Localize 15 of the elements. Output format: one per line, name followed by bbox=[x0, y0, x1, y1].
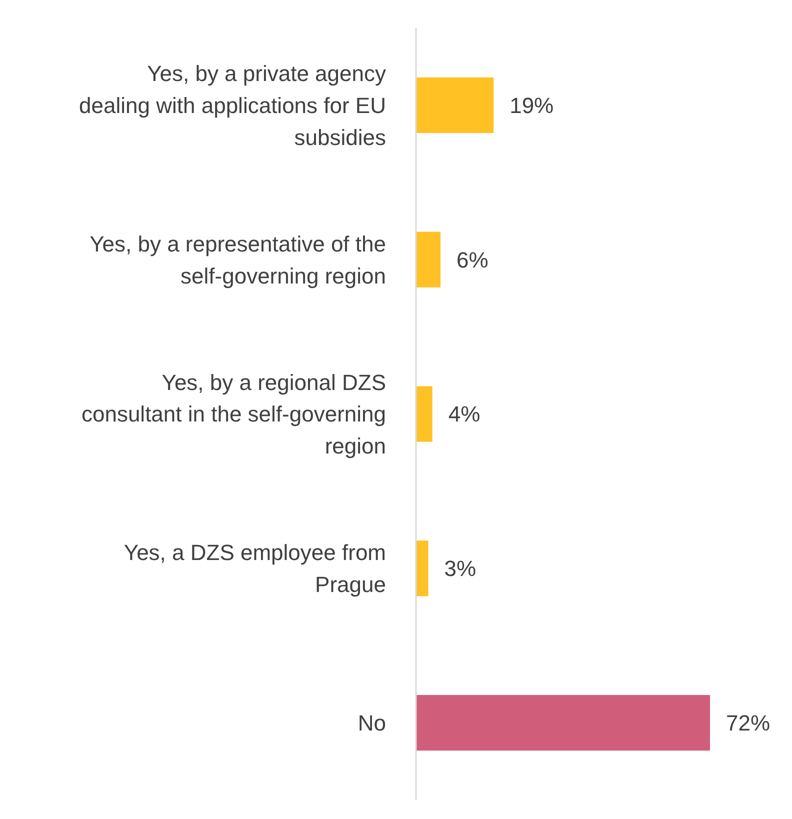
bar bbox=[416, 77, 494, 133]
bar bbox=[416, 540, 428, 596]
data-label: 72% bbox=[726, 710, 770, 736]
data-label: 19% bbox=[510, 92, 554, 118]
bar bbox=[416, 386, 432, 442]
data-label: 6% bbox=[456, 247, 488, 272]
y-tick-label: Yes, by a private agency dealing with applications for EU subsidies bbox=[79, 61, 386, 150]
y-tick-label: Yes, by a representative of the self-governing region bbox=[90, 231, 386, 288]
y-tick-label: Yes, a DZS employee from Prague bbox=[124, 540, 386, 598]
bar bbox=[416, 232, 440, 288]
bar bbox=[416, 695, 710, 751]
data-label: 3% bbox=[444, 556, 476, 582]
data-label: 4% bbox=[448, 402, 480, 427]
y-tick-label: No bbox=[358, 710, 386, 736]
y-tick-label: Yes, by a regional DZS consultant in the self-governing region bbox=[81, 370, 386, 459]
